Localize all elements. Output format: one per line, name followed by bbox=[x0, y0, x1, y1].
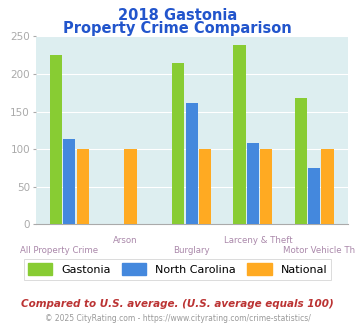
Bar bbox=[308, 168, 320, 224]
Text: Arson: Arson bbox=[113, 236, 137, 245]
Bar bbox=[186, 103, 198, 224]
Bar bbox=[199, 149, 211, 224]
Text: Property Crime Comparison: Property Crime Comparison bbox=[63, 21, 292, 36]
Bar bbox=[233, 45, 246, 224]
Text: Compared to U.S. average. (U.S. average equals 100): Compared to U.S. average. (U.S. average … bbox=[21, 299, 334, 309]
Text: Motor Vehicle Theft: Motor Vehicle Theft bbox=[283, 246, 355, 255]
Bar bbox=[124, 149, 137, 224]
Bar bbox=[322, 149, 334, 224]
Bar bbox=[295, 98, 307, 224]
Text: Burglary: Burglary bbox=[173, 246, 210, 255]
Text: Larceny & Theft: Larceny & Theft bbox=[224, 236, 293, 245]
Bar bbox=[172, 63, 184, 224]
Bar bbox=[260, 149, 273, 224]
Bar bbox=[247, 143, 259, 224]
Text: 2018 Gastonia: 2018 Gastonia bbox=[118, 8, 237, 23]
Bar bbox=[77, 149, 89, 224]
Text: All Property Crime: All Property Crime bbox=[20, 246, 98, 255]
Bar bbox=[63, 139, 75, 224]
Bar bbox=[50, 55, 62, 224]
Text: © 2025 CityRating.com - https://www.cityrating.com/crime-statistics/: © 2025 CityRating.com - https://www.city… bbox=[45, 314, 310, 323]
Legend: Gastonia, North Carolina, National: Gastonia, North Carolina, National bbox=[23, 259, 332, 280]
